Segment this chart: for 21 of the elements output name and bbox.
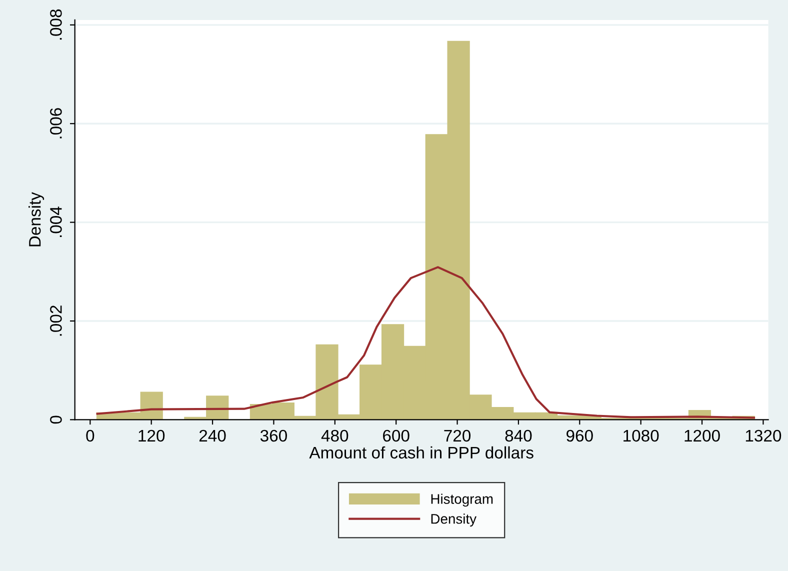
x-tick-label: 1200 — [684, 430, 720, 442]
x-tick-label: 840 — [505, 430, 532, 442]
y-tick-label: .006 — [50, 108, 62, 138]
x-tick-label: 1320 — [746, 430, 782, 442]
y-tick-label: 0 — [50, 416, 62, 424]
x-axis-title: Amount of cash in PPP dollars — [309, 446, 534, 459]
y-tick-label: .002 — [50, 306, 62, 336]
y-tick-label: .008 — [50, 9, 62, 40]
y-axis-title: Density — [28, 192, 44, 246]
x-tick-label: 960 — [566, 430, 593, 442]
legend-label: Density — [431, 514, 476, 527]
x-tick-label: 600 — [383, 430, 410, 442]
x-tick-label: 720 — [444, 430, 471, 442]
x-tick-label: 360 — [260, 430, 287, 442]
x-tick-label: 240 — [199, 430, 226, 442]
x-tick-label: 120 — [138, 430, 165, 442]
y-tick-label: .004 — [50, 206, 62, 237]
x-tick-label: 480 — [321, 430, 348, 442]
legend-label: Histogram — [431, 494, 493, 507]
x-tick-label: 0 — [86, 430, 94, 442]
x-tick-label: 1080 — [624, 430, 659, 442]
